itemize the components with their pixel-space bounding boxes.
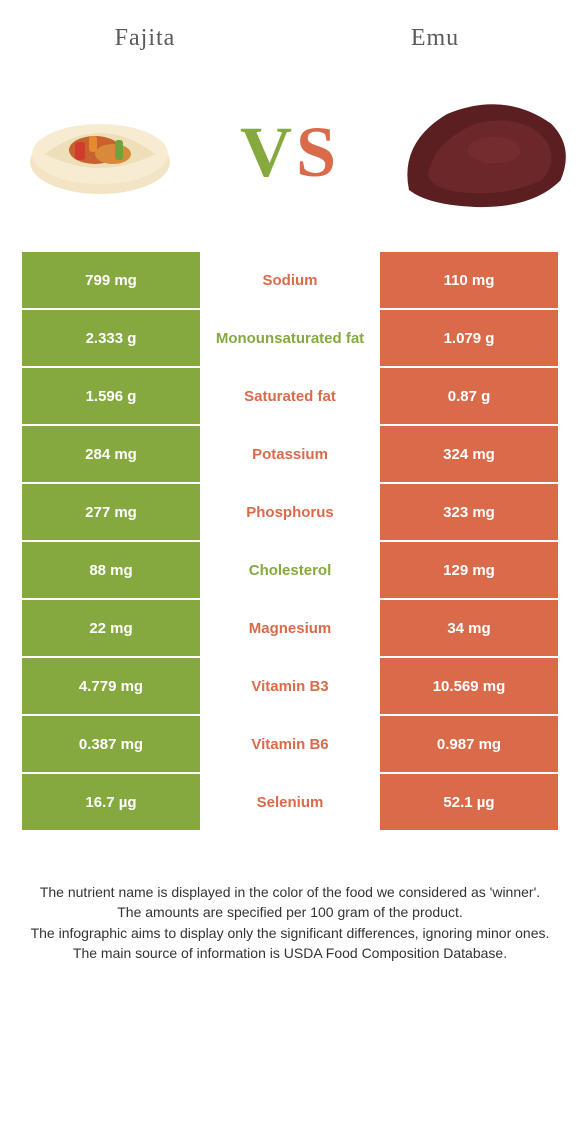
- value-right: 324 mg: [380, 426, 558, 484]
- nutrient-label: Phosphorus: [200, 484, 380, 542]
- header: Fajita Emu: [0, 0, 580, 62]
- value-left: 22 mg: [22, 600, 200, 658]
- value-left: 1.596 g: [22, 368, 200, 426]
- nutrient-label: Cholesterol: [200, 542, 380, 600]
- emu-image: [390, 87, 570, 217]
- table-row: 277 mgPhosphorus323 mg: [22, 484, 558, 542]
- nutrient-label: Sodium: [200, 252, 380, 310]
- vs-v: V: [240, 112, 296, 192]
- table-row: 4.779 mgVitamin B310.569 mg: [22, 658, 558, 716]
- nutrient-label: Saturated fat: [200, 368, 380, 426]
- footer-notes: The nutrient name is displayed in the co…: [0, 832, 580, 963]
- table-row: 16.7 µgSelenium52.1 µg: [22, 774, 558, 832]
- value-right: 0.987 mg: [380, 716, 558, 774]
- nutrient-label: Selenium: [200, 774, 380, 832]
- value-right: 10.569 mg: [380, 658, 558, 716]
- value-right: 52.1 µg: [380, 774, 558, 832]
- nutrient-label: Potassium: [200, 426, 380, 484]
- value-left: 284 mg: [22, 426, 200, 484]
- value-right: 0.87 g: [380, 368, 558, 426]
- value-left: 277 mg: [22, 484, 200, 542]
- value-right: 110 mg: [380, 252, 558, 310]
- table-row: 2.333 gMonounsaturated fat1.079 g: [22, 310, 558, 368]
- value-right: 129 mg: [380, 542, 558, 600]
- nutrient-label: Magnesium: [200, 600, 380, 658]
- footer-line: The infographic aims to display only the…: [24, 923, 556, 943]
- hero-row: VS: [0, 62, 580, 252]
- value-left: 16.7 µg: [22, 774, 200, 832]
- value-left: 4.779 mg: [22, 658, 200, 716]
- header-title-right: Emu: [290, 25, 580, 52]
- fajita-image: [10, 87, 190, 217]
- value-left: 0.387 mg: [22, 716, 200, 774]
- header-title-left: Fajita: [0, 25, 290, 52]
- vs-s: S: [296, 112, 340, 192]
- value-left: 88 mg: [22, 542, 200, 600]
- table-row: 88 mgCholesterol129 mg: [22, 542, 558, 600]
- nutrient-label: Vitamin B6: [200, 716, 380, 774]
- value-right: 1.079 g: [380, 310, 558, 368]
- table-row: 0.387 mgVitamin B60.987 mg: [22, 716, 558, 774]
- value-left: 799 mg: [22, 252, 200, 310]
- footer-line: The nutrient name is displayed in the co…: [24, 882, 556, 902]
- footer-line: The amounts are specified per 100 gram o…: [24, 902, 556, 922]
- table-row: 799 mgSodium110 mg: [22, 252, 558, 310]
- footer-line: The main source of information is USDA F…: [24, 943, 556, 963]
- comparison-table: 799 mgSodium110 mg2.333 gMonounsaturated…: [22, 252, 558, 832]
- value-right: 34 mg: [380, 600, 558, 658]
- nutrient-label: Vitamin B3: [200, 658, 380, 716]
- vs-label: VS: [240, 111, 340, 194]
- table-row: 1.596 gSaturated fat0.87 g: [22, 368, 558, 426]
- value-right: 323 mg: [380, 484, 558, 542]
- table-row: 22 mgMagnesium34 mg: [22, 600, 558, 658]
- table-row: 284 mgPotassium324 mg: [22, 426, 558, 484]
- nutrient-label: Monounsaturated fat: [200, 310, 380, 368]
- value-left: 2.333 g: [22, 310, 200, 368]
